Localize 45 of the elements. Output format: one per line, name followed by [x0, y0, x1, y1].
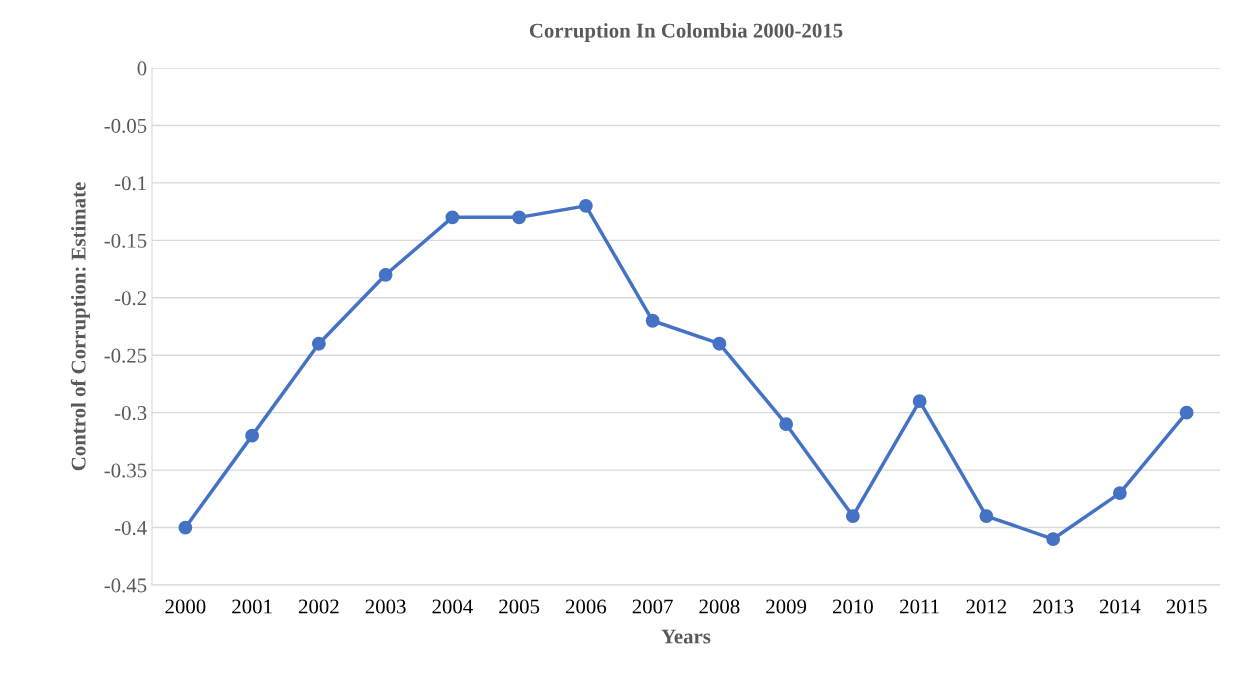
- point: [912, 394, 927, 409]
- x-axis-title: Years: [661, 629, 711, 644]
- y-tick-label: -0.1: [114, 176, 146, 191]
- x-tick-label: 2005: [499, 599, 540, 614]
- x-tick-label: 2006: [565, 599, 607, 614]
- x-tick-label: 2015: [1166, 599, 1207, 614]
- x-tick-label: 2004: [432, 599, 473, 614]
- point: [245, 428, 260, 443]
- y-tick-label: -0.15: [104, 233, 147, 248]
- y-tick-label: -0.35: [104, 463, 147, 478]
- x-tick-label: 2002: [298, 599, 339, 614]
- point: [779, 417, 794, 432]
- x-tick-label: 2010: [832, 599, 873, 614]
- x-tick-label: 2012: [966, 599, 1007, 614]
- point: [1046, 532, 1061, 546]
- chart-title: Corruption In Colombia 2000-2015: [529, 22, 843, 42]
- y-tick-label: -0.2: [114, 291, 146, 306]
- point: [1112, 486, 1127, 500]
- y-tick-label: 0: [137, 61, 147, 76]
- y-tick-label: -0.3: [114, 406, 147, 421]
- point: [578, 198, 593, 213]
- point: [445, 210, 460, 225]
- x-tick-label: 2014: [1099, 599, 1141, 614]
- x-tick-label: 2001: [232, 599, 272, 614]
- point: [1179, 405, 1194, 420]
- y-tick-label: -0.45: [104, 578, 147, 593]
- x-tick-label: 2003: [365, 599, 406, 614]
- point: [712, 336, 727, 351]
- point: [378, 267, 393, 282]
- x-tick-label: 2013: [1033, 599, 1074, 614]
- point: [178, 520, 193, 535]
- x-tick-label: 2008: [699, 599, 740, 614]
- point: [311, 336, 326, 351]
- x-tick-label: 2009: [766, 599, 807, 614]
- y-tick-label: -0.05: [104, 118, 147, 133]
- y-axis-title: Control of Corruption: Estimate: [70, 182, 90, 471]
- point: [512, 210, 527, 225]
- x-tick-label: 2007: [632, 599, 673, 614]
- y-tick-label: -0.4: [114, 520, 147, 536]
- x-tick-label: 2000: [165, 599, 206, 614]
- x-tick-label: 2011: [900, 599, 939, 614]
- point: [845, 509, 860, 523]
- point: [979, 509, 994, 523]
- y-tick-label: -0.25: [104, 348, 147, 363]
- point: [645, 313, 660, 328]
